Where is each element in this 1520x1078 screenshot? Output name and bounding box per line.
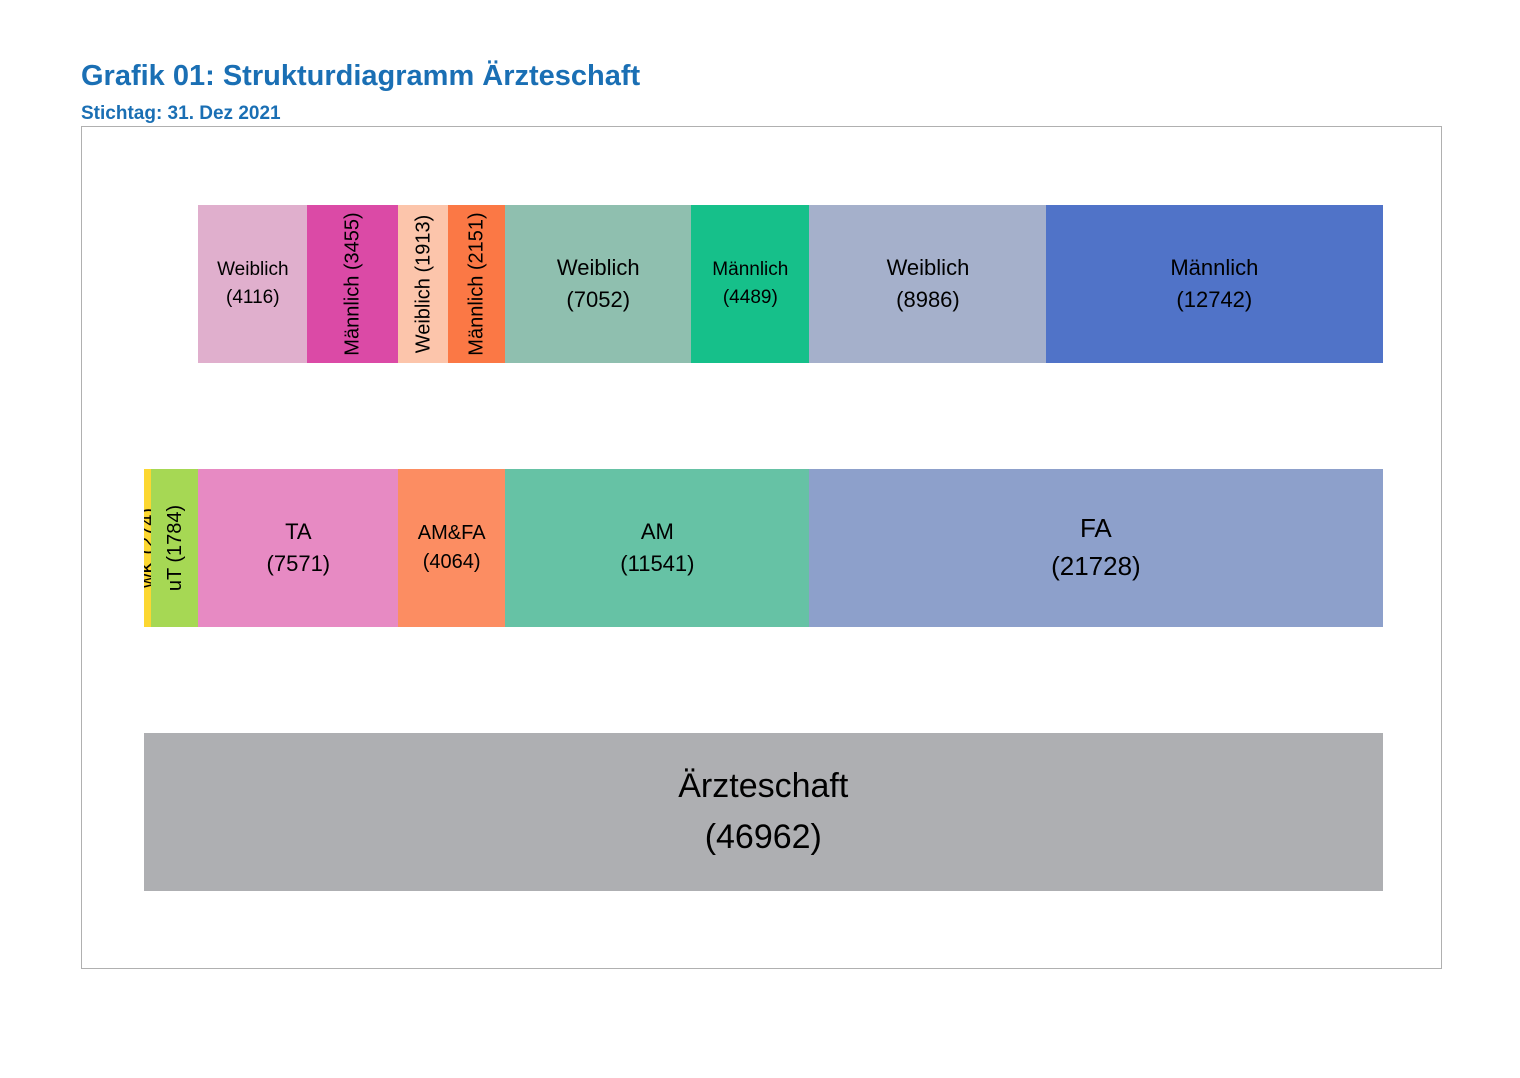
bar-segment-geschlecht-2: Weiblich (1913) (397, 205, 449, 363)
bar-segment-gruppe-3: AM&FA (4064) (397, 469, 506, 627)
bar-segment-geschlecht-1: Männlich (3455) (306, 205, 399, 363)
chart-title: Grafik 01: Strukturdiagramm Ärzteschaft (81, 60, 641, 92)
segment-label: Weiblich (1913) (412, 214, 435, 354)
bar-segment-gruppe-4: AM (11541) (504, 469, 810, 627)
bar-segment-geschlecht-0: Weiblich (4116) (198, 205, 308, 363)
segment-label: Weiblich (8986) (886, 255, 970, 312)
segment-label: Männlich (4489) (712, 259, 789, 308)
bar-segment-gesamt-0: Ärzteschaft (46962) (144, 733, 1383, 891)
bar-segment-geschlecht-4: Weiblich (7052) (504, 205, 692, 363)
segment-label: Männlich (2151) (465, 212, 488, 356)
chart-frame (81, 126, 1442, 969)
bar-segment-geschlecht-3: Männlich (2151) (448, 205, 506, 363)
segment-label: Ärzteschaft (46962) (678, 767, 849, 856)
segment-label: FA (21728) (1051, 513, 1141, 581)
segment-label: TA (7571) (266, 519, 331, 576)
segment-label: uT (1784) (164, 504, 187, 592)
bar-segment-geschlecht-7: Männlich (12742) (1046, 205, 1383, 363)
segment-label: AM (11541) (620, 519, 695, 576)
segment-label: Männlich (3455) (341, 212, 364, 356)
bar-segment-geschlecht-6: Weiblich (8986) (809, 205, 1047, 363)
segment-label: Weiblich (7052) (556, 255, 640, 312)
bar-segment-geschlecht-5: Männlich (4489) (690, 205, 810, 363)
bar-segment-gruppe-5: FA (21728) (809, 469, 1383, 627)
segment-label: Weiblich (4116) (217, 259, 289, 308)
bar-segment-gruppe-0: wK (274) (144, 469, 152, 627)
bar-segment-gruppe-2: TA (7571) (198, 469, 399, 627)
segment-label: Männlich (12742) (1170, 255, 1259, 312)
bar-segment-gruppe-1: uT (1784) (151, 469, 199, 627)
segment-label: AM&FA (4064) (417, 522, 486, 573)
chart-subtitle: Stichtag: 31. Dez 2021 (81, 103, 281, 124)
